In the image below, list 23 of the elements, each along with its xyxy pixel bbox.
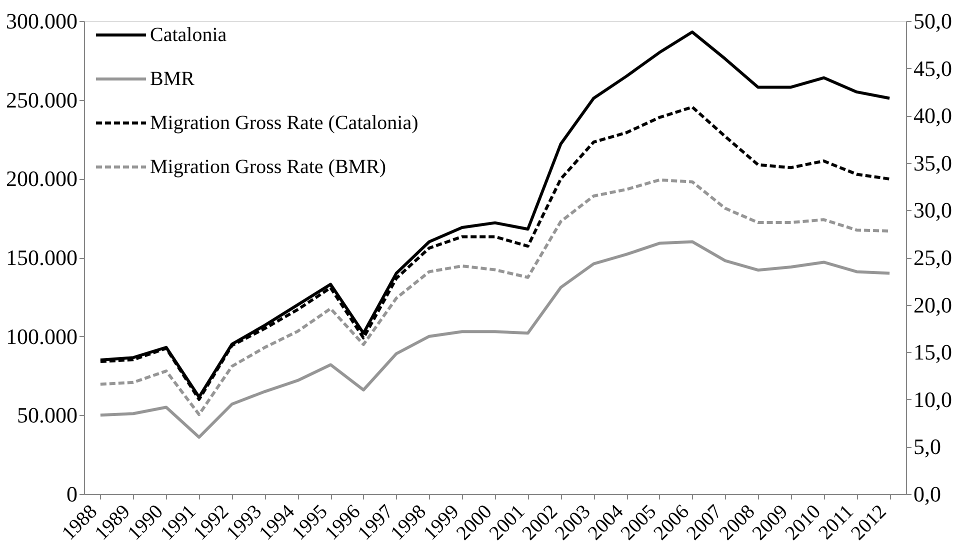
y2-tick-label: 50,0 [914, 8, 952, 34]
y2-tick-label: 15,0 [914, 340, 952, 365]
legend-label: Catalonia [150, 24, 227, 46]
y2-tick-label: 0,0 [914, 482, 941, 506]
y2-tick-label: 45,0 [914, 56, 952, 81]
legend-label: BMR [150, 68, 196, 90]
y-tick-label: 100.000 [6, 324, 78, 349]
y-tick-label: 250.000 [6, 87, 78, 112]
y2-tick-label: 40,0 [914, 103, 952, 128]
y-tick-label: 200.000 [6, 166, 78, 192]
y2-tick-label: 5,0 [914, 434, 941, 460]
y2-tick-label: 30,0 [914, 198, 952, 223]
y2-tick-label: 10,0 [914, 386, 952, 412]
legend-label: Migration Gross Rate (BMR) [150, 156, 386, 178]
y-tick-label: 300.000 [6, 8, 78, 34]
y-tick-label: 50.000 [17, 402, 78, 428]
line-series [98, 240, 892, 439]
y-tick-label: 150.000 [6, 245, 78, 270]
y2-tick-label: 25,0 [914, 245, 952, 270]
y2-tick-label: 35,0 [914, 150, 952, 176]
y-tick-label: 0 [66, 482, 78, 506]
legend-label: Migration Gross Rate (Catalonia) [150, 112, 418, 134]
y2-tick-label: 20,0 [914, 292, 952, 318]
